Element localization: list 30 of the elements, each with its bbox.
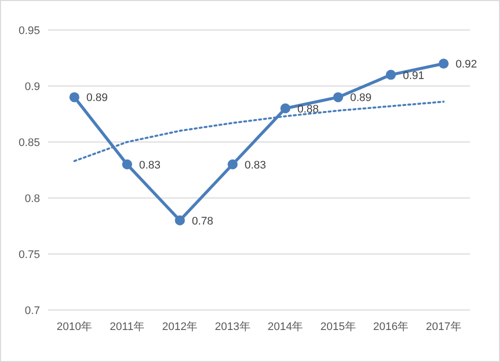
x-tick-label: 2010年: [56, 321, 92, 333]
data-label: 0.89: [86, 92, 108, 104]
data-label: 0.89: [350, 92, 372, 104]
point: [333, 92, 344, 102]
y-tick-label: 0.75: [18, 249, 40, 261]
point: [174, 215, 185, 226]
point: [438, 58, 449, 69]
data-label: 0.92: [456, 58, 478, 71]
x-tick-label: 2015年: [320, 321, 356, 333]
y-tick-label: 0.7: [24, 305, 40, 317]
point: [280, 103, 290, 114]
data-label: 0.78: [192, 215, 214, 228]
data-label: 0.88: [297, 103, 319, 116]
y-tick-label: 0.95: [18, 25, 40, 37]
data-label: 0.91: [402, 70, 424, 82]
point: [69, 92, 80, 102]
x-tick-label: 2014年: [268, 321, 304, 333]
x-tick-label: 2016年: [373, 321, 409, 333]
point: [228, 159, 238, 170]
x-tick-label: 2012年: [162, 321, 198, 333]
data-label: 0.83: [139, 159, 161, 172]
point: [122, 159, 132, 170]
y-tick-label: 0.85: [18, 137, 40, 149]
y-tick-label: 0.9: [24, 81, 40, 93]
point: [386, 70, 396, 80]
data-label: 0.83: [244, 159, 266, 172]
y-tick-label: 0.8: [24, 193, 40, 205]
x-tick-label: 2011年: [110, 321, 144, 333]
x-tick-label: 2013年: [214, 321, 250, 333]
x-tick-label: 2017年: [426, 321, 462, 333]
